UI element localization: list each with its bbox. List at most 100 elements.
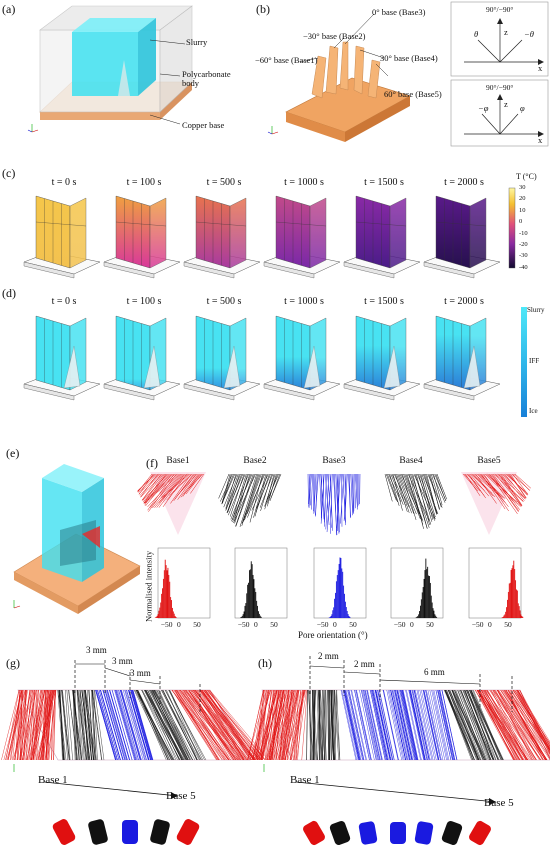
f-hist-bar-4-0 <box>501 617 503 618</box>
g-bundle-pore-257 <box>161 689 198 761</box>
f-hist-bar-1-2 <box>241 615 243 618</box>
f-hist-bar-4-23 <box>522 616 524 618</box>
f-hist-box-1 <box>234 547 288 619</box>
f-hist-bar-4-18 <box>517 603 519 618</box>
f-hist-bar-0-5 <box>159 607 161 618</box>
h-bundle-pore-232 <box>367 689 383 761</box>
f-fan-line-1-37 <box>260 473 272 512</box>
f-fan-line-0-10 <box>142 473 164 501</box>
g-dim-3: 3 mm <box>130 668 151 678</box>
f-fan-line-3-16 <box>403 473 421 519</box>
d-base-front-5 <box>423 383 475 401</box>
h-bundle-pore-220 <box>378 689 395 761</box>
h-section-icon-4 <box>414 821 434 845</box>
g-bundle-pore-247 <box>168 689 201 761</box>
h-bundle-pore-228 <box>423 689 440 761</box>
f-fan-line-1-32 <box>253 473 267 518</box>
g-bundle-pore-161 <box>115 689 137 761</box>
h-bundle-pore-137 <box>318 689 322 761</box>
g-bundle-pore-155 <box>119 689 141 761</box>
g-dim-2: 3 mm <box>112 656 133 666</box>
h-section-icon-5 <box>441 821 463 845</box>
f-base-label-1: Base2 <box>243 456 267 466</box>
f-hist-bar-1-5 <box>244 605 246 618</box>
f-hist-bar-4-17 <box>516 590 518 618</box>
f-hist-bar-4-13 <box>513 560 515 618</box>
h-bundle-pore-117 <box>325 689 328 761</box>
f-fan-line-4-34 <box>502 473 525 501</box>
g-bundle-pore-355 <box>203 689 262 761</box>
h-bundle-pore-192 <box>419 689 436 761</box>
h-bundle-pore-242 <box>402 689 418 761</box>
f-fan-line-4-43 <box>512 473 529 495</box>
d-base-wedge-1 <box>143 345 161 389</box>
f-hist-bar-0-15 <box>168 574 170 618</box>
g-bundle-pore-77 <box>46 689 52 761</box>
base3-annotation: 0° base (Base3) <box>372 7 426 17</box>
h-bundle-pore-67 <box>275 689 292 761</box>
g-bundle-pore-80 <box>45 689 51 761</box>
h-bundle-pore-294 <box>382 689 399 761</box>
f-hist-bar-1-7 <box>246 593 248 618</box>
g-bundle-pore-241 <box>145 689 184 761</box>
f-hist-bar-1-14 <box>252 574 254 618</box>
f-fan-line-2-36 <box>349 473 351 517</box>
g-bundle-pore-117 <box>57 689 64 761</box>
f-fan-line-0-31 <box>161 473 188 498</box>
d-base-wedge-5 <box>463 345 481 389</box>
panel-a-label: (a) <box>2 2 16 16</box>
f-hist-bar-0-23 <box>175 617 177 618</box>
h-bundle-pore-93 <box>289 689 299 761</box>
h-section-icon-3 <box>390 822 406 844</box>
f-fan-line-3-9 <box>395 473 408 512</box>
f-hist-bar-0-16 <box>169 581 171 618</box>
g-bundle-pore-276 <box>158 689 193 761</box>
g-bundle-pore-274 <box>143 689 180 761</box>
f-xtick-4-2: 50 <box>504 620 512 629</box>
f-fan-line-0-39 <box>177 473 198 496</box>
h-bundle-pore-213 <box>438 689 455 761</box>
h-bundle-pore-217 <box>396 689 413 761</box>
g-bundle-pore-32 <box>17 689 26 761</box>
g-bundle-pore-138 <box>84 689 92 761</box>
g-direction-arrowhead <box>171 792 178 799</box>
g-bundle-pore-158 <box>126 689 147 761</box>
h-bundle-pore-156 <box>319 689 324 761</box>
f-hist-bar-1-13 <box>251 564 253 618</box>
g-bundle-pore-191 <box>99 689 121 761</box>
h-bundle-pore-151 <box>327 689 329 761</box>
f-fan-line-0-45 <box>190 473 205 494</box>
f-fan-line-2-24 <box>335 473 340 534</box>
f-hist-bar-1-1 <box>240 616 242 618</box>
h-bundle-pore-367 <box>489 689 537 761</box>
g-bundle-pore-350 <box>182 689 237 761</box>
f-xtick-1-1: 0 <box>254 620 258 629</box>
h-bundle-pore-310 <box>451 689 481 761</box>
g-bundle-pore-367 <box>195 689 245 761</box>
h-section-icon-0 <box>303 820 325 846</box>
f-fan-line-2-14 <box>320 473 325 524</box>
f-base-label-0: Base1 <box>166 456 190 466</box>
h-bundle-pore-458 <box>477 689 515 761</box>
f-hist-bar-3-9 <box>423 578 425 618</box>
g-bundle-pore-38 <box>28 689 43 761</box>
f-hist-bar-4-4 <box>505 611 507 618</box>
h-bundle-pore-459 <box>484 689 524 761</box>
f-hist-bar-4-14 <box>514 569 516 618</box>
g-bundle-pore-79 <box>21 689 37 761</box>
f-fan-line-1-31 <box>246 473 266 515</box>
f-hist-bar-3-23 <box>436 617 438 618</box>
f-hist-bar-0-17 <box>170 597 172 618</box>
h-bundle-pore-276 <box>386 689 402 761</box>
f-fan-line-1-4 <box>221 473 234 504</box>
h-bundle-pore-293 <box>375 689 391 761</box>
h-bundle-pore-241 <box>435 689 452 761</box>
f-fan-line-2-13 <box>322 473 325 523</box>
f-hist-bar-1-0 <box>240 617 241 618</box>
h-bundle-pore-284 <box>392 689 408 761</box>
h-bundle-pore-166 <box>343 689 360 761</box>
g-bundle-pore-364 <box>185 689 243 761</box>
h-bundle-pore-204 <box>366 689 383 761</box>
d-base-front-0 <box>23 383 75 401</box>
